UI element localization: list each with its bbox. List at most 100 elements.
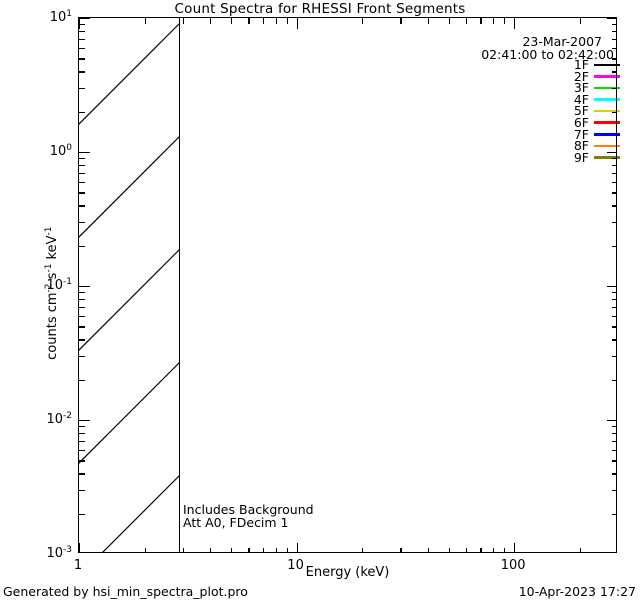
x-minor-tick-top — [448, 18, 450, 24]
x-major-tick — [514, 543, 516, 552]
legend-entry-6f: 6F — [573, 114, 620, 130]
y-tick-label: 10-1 — [46, 276, 72, 294]
y-minor-tick-right — [612, 111, 616, 113]
y-minor-tick-right — [612, 38, 616, 40]
x-minor-tick-top — [248, 18, 250, 24]
legend-label: 3F — [573, 80, 589, 96]
plot-area — [79, 18, 616, 552]
legend-entry-3f: 3F — [574, 82, 620, 94]
y-minor-tick-right — [612, 315, 616, 317]
x-minor-tick-top — [504, 18, 506, 24]
legend-entry-2f: 2F — [573, 68, 620, 84]
hatch-boundary-line — [178, 18, 180, 552]
header-time-range: 02:41:00 to 02:42:00 — [481, 47, 614, 62]
x-minor-tick — [248, 548, 250, 552]
y-minor-tick-right — [612, 460, 616, 462]
y-minor-tick-right — [612, 71, 616, 73]
legend-label: 6F — [573, 114, 589, 130]
x-minor-tick-top — [262, 18, 265, 24]
y-minor-tick-right — [612, 181, 616, 183]
annotation-line-1: Includes Background — [183, 502, 314, 517]
y-major-tick-right — [607, 420, 616, 422]
x-tick — [579, 548, 581, 552]
x-minor-tick-top — [210, 18, 212, 24]
x-minor-tick-top — [286, 18, 288, 24]
x-minor-tick-top — [579, 18, 581, 24]
y-minor-tick-right — [612, 58, 616, 60]
x-minor-tick — [504, 548, 506, 552]
y-minor-tick-right — [612, 164, 616, 167]
x-tick-label: 100 — [500, 558, 526, 573]
header-date: 23-Mar-2007 — [522, 34, 602, 49]
x-minor-tick — [427, 548, 429, 552]
x-minor-tick-top — [493, 18, 495, 24]
y-major-tick-right — [607, 286, 616, 288]
x-minor-tick — [400, 548, 402, 552]
y-minor-tick-right — [612, 356, 616, 358]
legend-color-swatch — [594, 133, 620, 136]
legend-color-swatch — [594, 98, 620, 101]
x-minor-tick — [262, 548, 265, 552]
legend-label: 8F — [573, 138, 589, 154]
x-minor-tick — [448, 548, 450, 552]
x-minor-tick — [493, 548, 495, 552]
y-minor-tick-right — [612, 192, 616, 194]
x-minor-tick-top — [275, 18, 277, 24]
y-minor-tick-right — [612, 379, 616, 381]
x-minor-tick — [286, 548, 288, 552]
legend-color-swatch — [594, 75, 620, 78]
y-tick-label: 101 — [49, 8, 72, 26]
legend-label: 1F — [573, 57, 589, 72]
x-minor-tick-top — [427, 18, 429, 24]
y-minor-tick-right — [612, 158, 616, 160]
x-major-tick-top — [514, 18, 516, 29]
x-tick — [514, 543, 516, 552]
y-minor-tick-right — [612, 47, 616, 49]
legend: 1F 2F 3F 4F 5F 6F 7F 8F 9F — [573, 57, 620, 165]
y-minor-tick-right — [612, 326, 616, 328]
y-axis-title: counts cm-2 s-1 keV-1 — [43, 226, 61, 360]
y-minor-tick-right — [612, 222, 616, 224]
legend-color-swatch — [594, 63, 620, 67]
x-minor-tick — [275, 548, 277, 552]
x-minor-tick — [210, 548, 212, 552]
page-title: Count Spectra for RHESSI Front Segments — [174, 1, 466, 17]
y-minor-tick-right — [612, 298, 616, 301]
y-minor-tick-right — [612, 339, 616, 341]
legend-entry-1f: 1F — [573, 57, 620, 72]
footer-generator: Generated by hsi_min_spectra_plot.pro — [3, 584, 248, 599]
y-tick-label: 10-2 — [46, 410, 72, 428]
y-minor-tick-right — [612, 449, 616, 451]
legend-label: 5F — [573, 103, 589, 119]
x-tick-top — [514, 18, 516, 29]
y-minor-tick-right — [612, 432, 616, 435]
y-major-tick-right — [607, 18, 616, 20]
y-minor-tick-right — [612, 24, 616, 26]
x-major-tick — [296, 543, 298, 552]
plot-annotation: Includes Background Att A0, FDecim 1 — [183, 502, 314, 530]
x-tick-label: 1 — [73, 558, 83, 573]
y-major-tick-right — [607, 152, 616, 154]
x-axis-title: Energy (keV) — [305, 565, 390, 580]
legend-entry-9f: 9F — [573, 149, 620, 165]
y-minor-tick-right — [612, 490, 616, 492]
y-minor-tick-right — [612, 88, 616, 90]
legend-label: 9F — [573, 149, 589, 165]
y-minor-tick-right — [612, 473, 616, 475]
legend-entry-4f: 4F — [573, 91, 620, 107]
legend-label: 7F — [573, 126, 589, 142]
legend-label: 2F — [573, 68, 589, 84]
x-minor-tick — [182, 548, 184, 552]
x-minor-tick-top — [400, 18, 402, 24]
x-minor-tick-top — [362, 18, 364, 24]
legend-entry-8f: 8F — [574, 140, 620, 152]
legend-color-swatch — [594, 109, 620, 113]
annotation-line-2: Att A0, FDecim 1 — [183, 514, 289, 530]
y-minor-tick-right — [612, 30, 616, 33]
y-tick-label: 10-3 — [46, 544, 72, 562]
y-tick-label: 100 — [49, 142, 72, 160]
y-minor-tick-right — [612, 245, 616, 247]
legend-label: 4F — [573, 91, 589, 107]
y-minor-tick-right — [612, 440, 616, 442]
footer-timestamp: 10-Apr-2023 17:27 — [518, 584, 636, 599]
